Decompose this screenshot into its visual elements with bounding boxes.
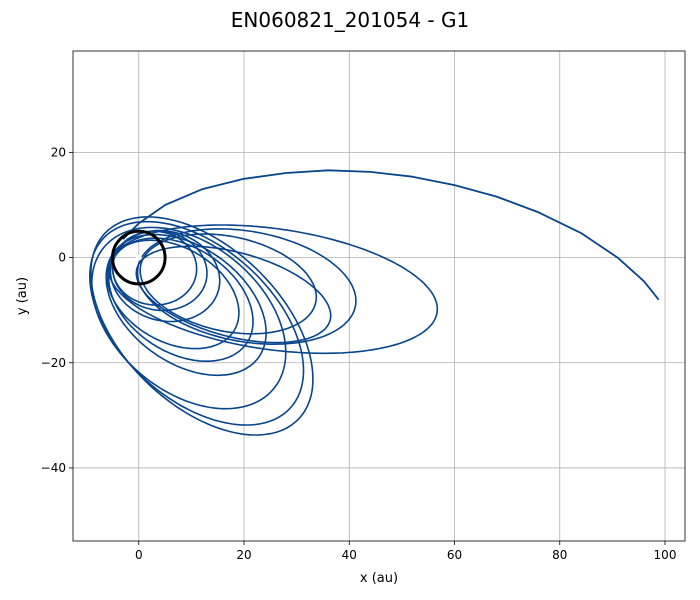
y-axis-label: y (au)	[15, 277, 30, 315]
y-tick-label: −20	[41, 356, 66, 370]
grid-lines	[73, 51, 685, 541]
reference-circle	[110, 229, 167, 286]
orbit-path	[136, 228, 357, 346]
x-tick-label: 60	[447, 548, 462, 562]
orbit-path	[91, 226, 287, 410]
trajectory-tail	[122, 169, 660, 301]
orbit-path	[90, 216, 314, 436]
x-tick-label: 100	[654, 548, 677, 562]
x-tick-label: 40	[342, 548, 357, 562]
y-tick-label: −40	[41, 461, 66, 475]
chart-title: EN060821_201054 - G1	[230, 8, 470, 32]
central-body-marker	[135, 254, 142, 261]
orbit-path	[135, 245, 332, 344]
plot-frame	[72, 50, 686, 542]
x-tick-label: 0	[135, 548, 143, 562]
y-tick-label: 20	[51, 145, 66, 159]
trajectory-plot	[88, 169, 660, 436]
x-axis-label: x (au)	[360, 571, 398, 586]
orbit-path	[139, 233, 318, 335]
x-tick-label: 80	[552, 548, 567, 562]
y-tick-label: 0	[58, 251, 66, 265]
axis-ticks: 0 20 40 60 80 100 −40 −20 0 20	[41, 145, 677, 562]
orbit-path	[88, 220, 305, 426]
x-tick-label: 20	[236, 548, 251, 562]
